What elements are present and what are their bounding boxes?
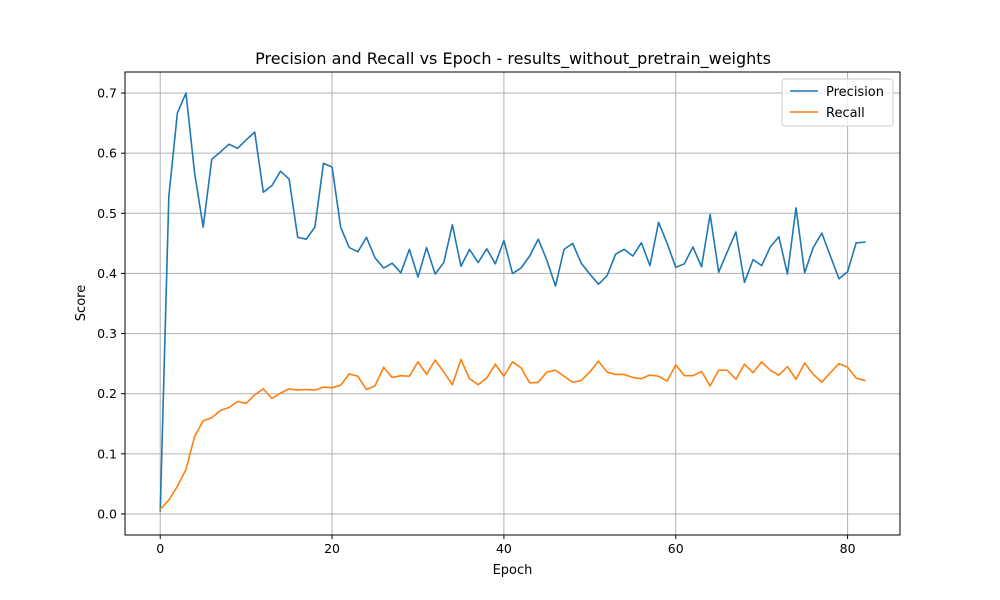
axis-ticks: 0 20 40 60 80 0.0 0.1 0.2 0.3 0.4 0.5 0.6 0.7	[97, 86, 855, 556]
y-tick-label: 0.0	[97, 506, 117, 521]
x-axis-label: Epoch	[493, 563, 533, 578]
series-line-recall	[159, 358, 866, 511]
y-tick-label: 0.3	[97, 326, 117, 341]
x-tick-label: 40	[496, 541, 512, 556]
y-axis-label: Score	[74, 285, 89, 321]
legend-label-recall: Recall	[826, 106, 865, 121]
y-tick-label: 0.7	[97, 86, 117, 101]
plot-frame	[124, 71, 901, 536]
y-tick-label: 0.1	[97, 446, 117, 461]
x-tick-label: 0	[156, 541, 164, 556]
y-tick-label: 0.2	[97, 386, 117, 401]
legend-label-precision: Precision	[826, 85, 884, 100]
y-tick-label: 0.4	[97, 266, 117, 281]
x-tick-label: 80	[840, 541, 856, 556]
series-lines	[159, 92, 866, 512]
y-tick-label: 0.5	[97, 206, 117, 221]
y-tick-label: 0.6	[97, 146, 117, 161]
chart-title: Precision and Recall vs Epoch - results_…	[255, 49, 771, 69]
series-line-precision	[159, 92, 866, 512]
x-tick-label: 20	[324, 541, 340, 556]
x-tick-label: 60	[668, 541, 684, 556]
legend: Precision Recall	[781, 78, 894, 127]
